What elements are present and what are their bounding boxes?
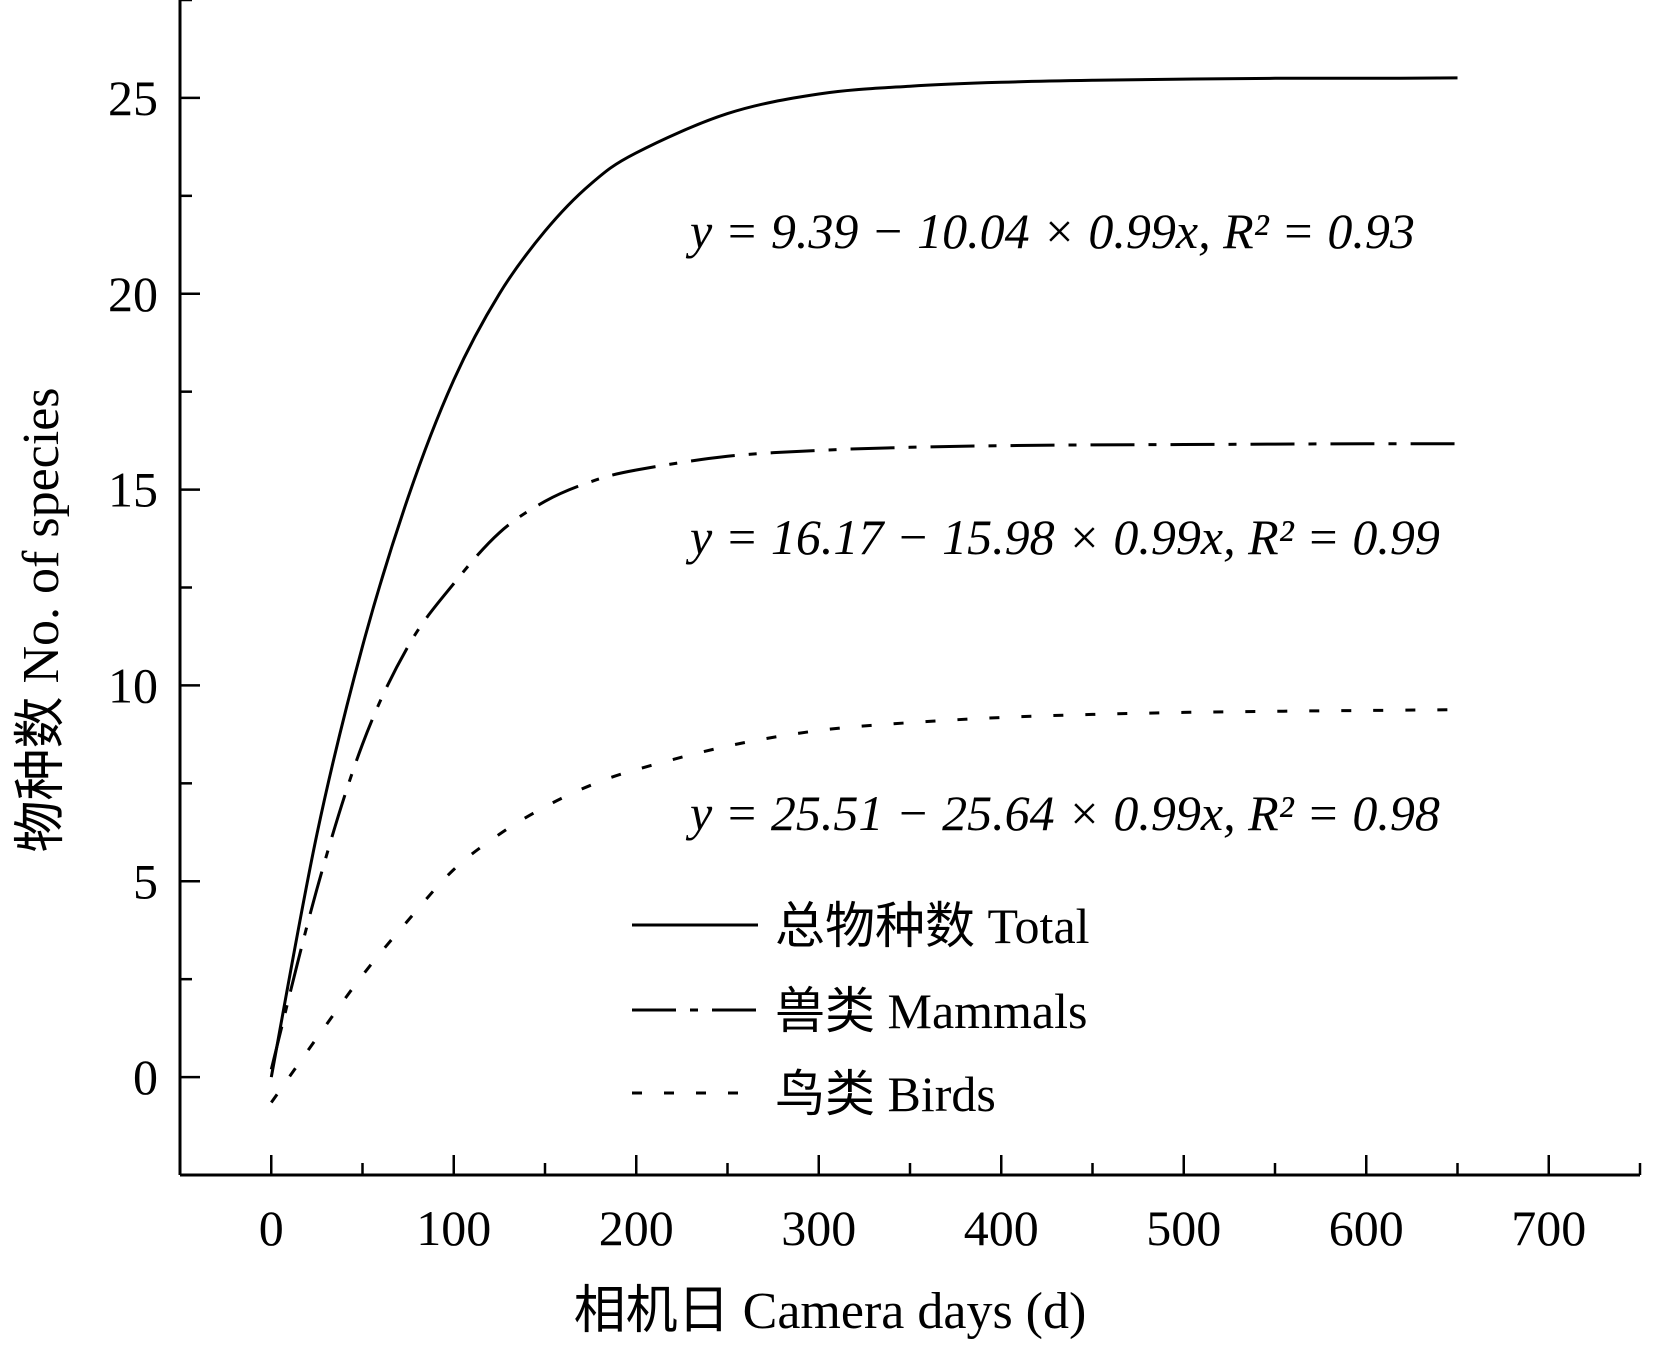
y-tick-label: 10 xyxy=(108,657,158,713)
legend: 总物种数 Total 兽类 Mammals 鸟类 Birds xyxy=(632,898,1090,1122)
x-tick-label: 300 xyxy=(781,1200,856,1256)
y-tick-label: 25 xyxy=(108,70,158,126)
legend-label-total: 总物种数 Total xyxy=(775,898,1090,954)
y-tick-label: 0 xyxy=(133,1049,158,1105)
x-tick-label: 600 xyxy=(1329,1200,1404,1256)
x-tick-label: 500 xyxy=(1146,1200,1221,1256)
series-line-mammals xyxy=(269,442,1458,1070)
legend-label-mammals: 兽类 Mammals xyxy=(775,983,1087,1039)
series-line-birds xyxy=(270,708,1458,1104)
y-tick-label: 20 xyxy=(108,266,158,322)
x-tick-label: 100 xyxy=(416,1200,491,1256)
x-tick-label: 400 xyxy=(964,1200,1039,1256)
equation-label-1: y = 9.39 − 10.04 × 0.99x, R² = 0.93 xyxy=(685,203,1415,259)
series-line-total xyxy=(269,76,1458,1078)
equation-label-2: y = 16.17 − 15.98 × 0.99x, R² = 0.99 xyxy=(685,509,1440,565)
x-tick-label: 0 xyxy=(259,1200,284,1256)
equation-label-3: y = 25.51 − 25.64 × 0.99x, R² = 0.98 xyxy=(685,785,1440,841)
x-tick-label: 700 xyxy=(1511,1200,1586,1256)
x-tick-label: 200 xyxy=(599,1200,674,1256)
y-tick-label: 15 xyxy=(108,462,158,518)
legend-label-birds: 鸟类 Birds xyxy=(775,1066,996,1122)
y-tick-label: 5 xyxy=(133,853,158,909)
y-axis-title: 物种数 No. of species xyxy=(13,387,70,852)
x-axis-title: 相机日 Camera days (d) xyxy=(574,1283,1087,1340)
